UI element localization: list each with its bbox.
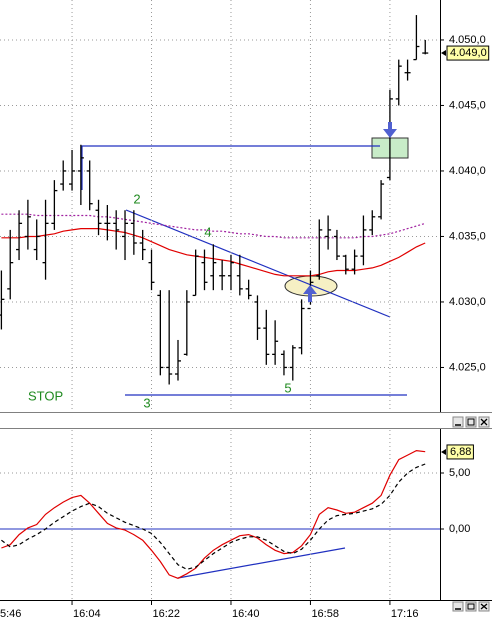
arrow-up [303, 285, 317, 302]
annotation: 4 [204, 224, 211, 239]
x-tick-label: 16:22 [153, 608, 181, 620]
minimize-button[interactable] [452, 416, 464, 428]
y-tick-label: 4.040,0 [449, 165, 486, 177]
x-tick-label: 16:40 [232, 608, 260, 620]
annotation: 5 [284, 380, 291, 395]
arrow-down [383, 122, 397, 138]
last-value-pointer [441, 50, 446, 57]
minimize-button[interactable] [452, 601, 464, 612]
annotation: STOP [28, 388, 63, 403]
y-tick-label: 5,00 [449, 467, 470, 479]
indicator-line [1, 213, 426, 239]
close-icon [480, 603, 488, 610]
y-tick-label: 4.050,0 [449, 34, 486, 46]
indicator-line [1, 463, 426, 570]
maximize-button[interactable] [465, 416, 477, 428]
y-tick-label: 4.035,0 [449, 230, 486, 242]
x-tick-label: 17:16 [391, 608, 419, 620]
last-value-label: 6,88 [450, 446, 471, 458]
last-value-label: 4.049,0 [450, 47, 487, 59]
oscillator-trend-line [177, 547, 346, 579]
annotation: 3 [143, 395, 150, 410]
stop-level-line [81, 145, 380, 190]
x-tick-label: 16:58 [311, 608, 339, 620]
maximize-button[interactable] [465, 601, 477, 612]
y-tick-label: 4.045,0 [449, 99, 486, 111]
y-tick-label: 4.030,0 [449, 296, 486, 308]
maximize-icon [467, 418, 475, 426]
panel-buttons[interactable] [452, 601, 490, 612]
x-tick-label: 5:46 [0, 608, 21, 620]
y-tick-label: 4.025,0 [449, 361, 486, 373]
trend-line [125, 209, 391, 318]
last-value-box [446, 444, 474, 460]
x-tick-label: 16:04 [73, 608, 101, 620]
y-tick-label: 0,00 [449, 523, 470, 535]
annotation: 2 [133, 191, 140, 206]
panel-buttons[interactable] [452, 416, 490, 428]
last-value-box [446, 45, 490, 61]
maximize-icon [467, 603, 475, 610]
close-icon [480, 418, 488, 426]
indicator-line [1, 449, 426, 579]
last-value-pointer [441, 448, 446, 455]
